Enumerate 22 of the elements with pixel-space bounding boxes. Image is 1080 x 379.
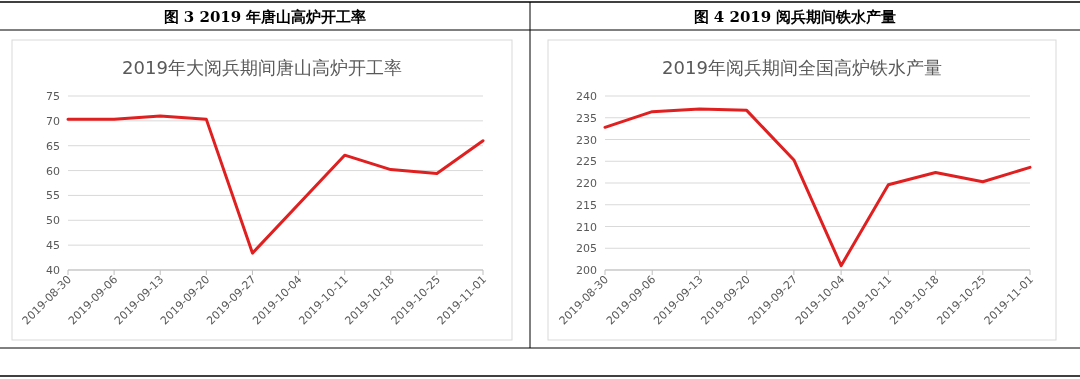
y-tick-label: 65	[46, 139, 60, 153]
y-tick-label: 55	[46, 189, 60, 203]
y-tick-label: 50	[46, 214, 60, 228]
y-tick-label: 240	[576, 90, 597, 103]
chart-title: 图 4 2019 阅兵期间铁水产量	[693, 8, 897, 26]
y-tick-label: 200	[576, 264, 597, 277]
y-tick-label: 225	[576, 155, 597, 169]
y-tick-label: 230	[576, 133, 597, 147]
y-tick-label: 60	[46, 164, 60, 178]
chart-title: 图 3 2019 年唐山高炉开工率	[163, 8, 367, 26]
y-tick-label: 210	[576, 220, 597, 234]
y-tick-label: 220	[576, 177, 597, 190]
y-tick-label: 45	[46, 239, 60, 253]
line-series	[66, 114, 485, 255]
y-tick-label: 40	[46, 264, 60, 277]
y-tick-label: 75	[46, 90, 60, 103]
y-tick-label: 215	[576, 198, 597, 212]
chart-subtitle: 2019年阅兵期间全国高炉铁水产量	[662, 57, 942, 78]
y-tick-label: 235	[576, 111, 597, 125]
y-tick-label: 205	[576, 242, 597, 256]
y-tick-label: 70	[46, 114, 60, 128]
chart-subtitle: 2019年大阅兵期间唐山高炉开工率	[122, 57, 402, 78]
